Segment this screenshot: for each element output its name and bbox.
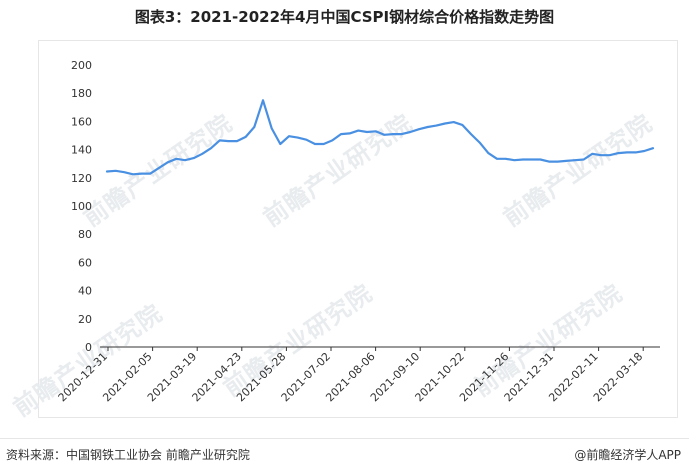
- y-tick-label: 40: [78, 285, 92, 298]
- y-tick-label: 60: [78, 256, 92, 269]
- line-chart: 0204060801001201401601802002020-12-31202…: [56, 59, 660, 404]
- y-tick-label: 200: [71, 59, 92, 72]
- data-point: [409, 131, 412, 133]
- data-point: [227, 140, 230, 142]
- data-point: [556, 160, 559, 163]
- data-point: [132, 173, 134, 176]
- data-point: [426, 126, 429, 128]
- data-point: [444, 122, 446, 125]
- chart-title: 图表3：2021-2022年4月中国CSPI钢材综合价格指数走势图: [134, 8, 555, 26]
- data-point: [322, 143, 325, 145]
- data-point: [600, 154, 602, 156]
- data-point: [201, 153, 204, 155]
- data-point: [270, 127, 273, 130]
- data-point: [314, 143, 316, 145]
- data-point: [288, 135, 290, 137]
- data-point: [530, 158, 533, 161]
- data-point: [331, 139, 334, 142]
- data-point: [296, 136, 299, 139]
- y-tick-label: 80: [78, 228, 92, 241]
- data-point: [340, 133, 342, 135]
- data-point: [608, 154, 611, 156]
- data-point: [366, 131, 368, 133]
- y-tick-label: 0: [85, 341, 92, 354]
- data-point: [357, 129, 360, 132]
- data-point: [158, 167, 160, 169]
- data-point: [106, 170, 108, 173]
- y-tick-label: 160: [71, 115, 92, 128]
- data-point: [210, 147, 212, 149]
- data-point: [140, 172, 143, 175]
- data-point: [652, 147, 654, 149]
- y-tick-label: 180: [71, 87, 92, 100]
- data-point: [461, 124, 464, 126]
- y-tick-label: 140: [71, 144, 92, 157]
- data-point: [418, 128, 420, 130]
- data-point: [166, 161, 169, 164]
- data-point: [392, 133, 394, 135]
- data-point: [184, 159, 186, 161]
- data-point: [626, 151, 628, 154]
- data-point: [279, 143, 282, 145]
- data-point: [175, 158, 178, 160]
- data-point: [374, 130, 377, 133]
- data-point: [383, 134, 386, 136]
- data-point: [617, 152, 620, 154]
- footer: 资料来源：中国钢铁工业协会 前瞻产业研究院 @前瞻经济学人APP: [0, 438, 689, 470]
- data-point: [244, 136, 247, 138]
- data-point: [513, 159, 516, 161]
- chart-frame: 前瞻产业研究院 前瞻产业研究院 前瞻产业研究院 前瞻产业研究院 前瞻产业研究院 …: [8, 40, 678, 422]
- source-text: 资料来源：中国钢铁工业协会 前瞻产业研究院: [6, 448, 250, 462]
- data-point: [262, 99, 264, 102]
- data-point: [591, 153, 594, 155]
- data-point: [634, 151, 637, 154]
- data-point: [123, 171, 126, 173]
- y-tick-label: 20: [78, 313, 92, 326]
- data-point: [192, 157, 195, 159]
- data-point: [149, 172, 152, 175]
- data-point: [470, 133, 472, 135]
- data-point: [487, 152, 490, 154]
- data-point: [305, 138, 308, 141]
- data-point: [400, 133, 403, 135]
- data-point: [452, 121, 455, 123]
- data-point: [496, 158, 498, 160]
- data-point: [348, 132, 351, 135]
- data-point: [504, 158, 507, 160]
- data-point: [548, 160, 550, 163]
- data-point: [253, 126, 256, 128]
- series-line: [105, 99, 655, 176]
- data-point: [574, 159, 576, 161]
- y-tick-label: 120: [71, 172, 92, 185]
- data-point: [114, 170, 117, 172]
- data-point: [236, 140, 238, 142]
- data-point: [478, 141, 481, 144]
- data-point: [522, 158, 524, 161]
- data-point: [218, 139, 221, 142]
- data-point: [565, 160, 568, 162]
- data-point: [539, 158, 542, 161]
- credit-text: @前瞻经济学人APP: [574, 448, 681, 462]
- data-point: [582, 158, 585, 161]
- data-point: [643, 150, 646, 152]
- data-point: [435, 124, 438, 127]
- y-tick-label: 100: [71, 200, 92, 213]
